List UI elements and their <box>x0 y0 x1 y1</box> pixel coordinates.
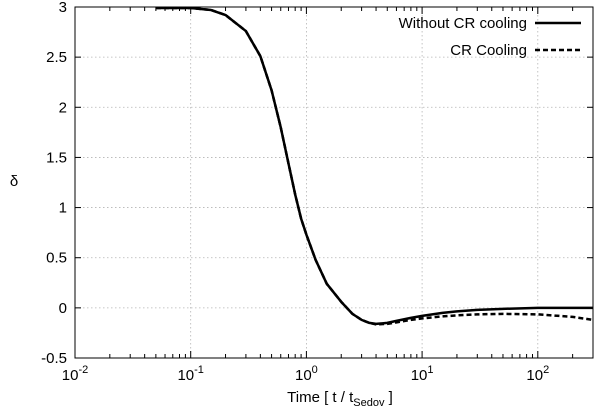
series-lines <box>155 6 594 326</box>
y-tick-label: 3 <box>59 0 67 16</box>
legend-label-without-cr-cooling: Without CR cooling <box>399 15 527 32</box>
y-tick-label: 2.5 <box>46 49 67 66</box>
x-tick-label: 102 <box>526 364 549 384</box>
x-axis-title: Time [ t / tSedov ] <box>287 389 393 409</box>
y-tick-label: 0.5 <box>46 250 67 267</box>
plot-frame <box>74 6 594 359</box>
axis-ticks <box>74 6 593 359</box>
x-tick-label: 101 <box>411 364 434 384</box>
series-line-without-cr-cooling <box>155 6 593 326</box>
legend-label-cr-cooling: CR Cooling <box>450 42 527 59</box>
y-tick-label: 2 <box>59 99 67 116</box>
y-axis-title: δ <box>10 173 18 190</box>
y-tick-label: 1 <box>59 200 67 217</box>
series-line-cr-cooling <box>155 6 594 326</box>
x-tick-label: 10-1 <box>177 364 203 384</box>
legend: Without CR cooling CR Cooling <box>399 15 581 59</box>
grid <box>74 6 593 359</box>
x-tick-label: 10-2 <box>62 364 88 384</box>
x-tick-label: 100 <box>295 364 318 384</box>
y-tick-label: 1.5 <box>46 149 67 166</box>
y-tick-label: 0 <box>59 300 67 317</box>
y-tick-label: -0.5 <box>41 350 67 367</box>
tick-labels: -0.5 0 0.5 1 1.5 2 2.5 3 10-2 10-1 100 101 102 <box>41 0 549 384</box>
